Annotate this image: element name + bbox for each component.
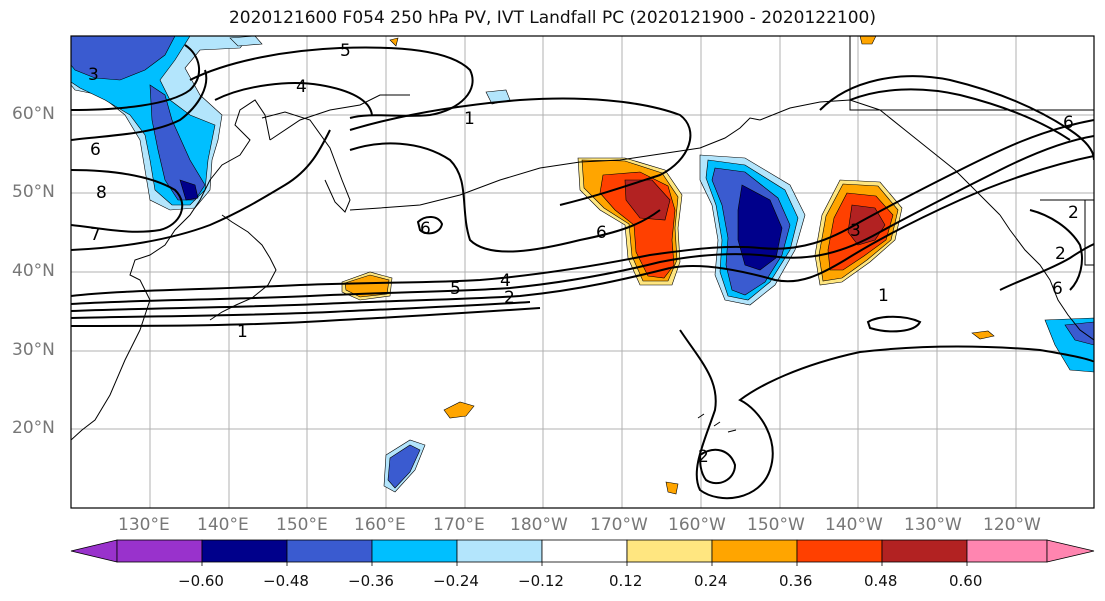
alaska-coastline	[759, 99, 1001, 216]
colorbar-bin	[711, 539, 798, 563]
small-pos-blob	[344, 274, 390, 298]
map-title: 2020121600 F054 250 hPa PV, IVT Landfall…	[228, 8, 876, 28]
lon-label: 160°E	[354, 515, 406, 535]
contour-north-loop	[349, 97, 692, 206]
contour-label: 4	[296, 77, 307, 97]
lon-label: 160°W	[668, 515, 726, 535]
colorbar-extend-low	[70, 539, 118, 563]
colorbar-tick-label: 0.36	[779, 572, 813, 590]
contour-label-group: 3 5 4 1 6 8 7 6 6 5 4 2 1 3 1 6 2 2 2 6	[88, 41, 1079, 467]
contour-label: 4	[500, 271, 511, 291]
contour-label: 2	[1068, 203, 1079, 223]
contour-jet-1	[71, 245, 761, 297]
contour-asia-1	[71, 44, 200, 111]
contour-label: 6	[90, 140, 101, 160]
contour-asia-2	[71, 69, 208, 141]
colorbar-bin	[286, 539, 373, 563]
hawaii	[697, 413, 737, 433]
lon-label: 130°E	[118, 515, 170, 535]
colorbar-bin	[456, 539, 543, 563]
lon-label: 170°W	[590, 515, 648, 535]
colorbar-bin	[796, 539, 883, 563]
kamchatka-coastline	[261, 111, 351, 213]
colorbar-bin	[371, 539, 458, 563]
colorbar-tick-label: −0.36	[348, 572, 394, 590]
contour-asia-3	[71, 169, 184, 233]
colorbar-extend-high	[1046, 539, 1095, 563]
contour-label: 5	[450, 279, 461, 299]
contour-label: 6	[596, 223, 607, 243]
colorbar-bin	[201, 539, 288, 563]
contour-label: 2	[1055, 244, 1066, 264]
colorbar-tick-label: −0.12	[518, 572, 564, 590]
contour-label: 2	[504, 288, 515, 308]
lon-label: 150°W	[747, 515, 805, 535]
colorbar-tick-label: −0.48	[263, 572, 309, 590]
contour-ridge	[819, 75, 1094, 161]
contour-jet-2	[71, 253, 771, 305]
lat-label: 30°N	[12, 340, 55, 360]
siberia-coast	[269, 94, 410, 141]
neg-anomaly-asia-core	[71, 36, 176, 81]
lon-label: 130°W	[904, 515, 962, 535]
contour-jet-3	[71, 267, 671, 312]
colorbar-tick-label: 0.24	[694, 572, 728, 590]
lat-label: 40°N	[12, 261, 55, 281]
contour-label: 8	[96, 183, 107, 203]
pv-contours	[71, 44, 1094, 500]
colorbar-bin	[881, 539, 968, 563]
contour-label: 1	[878, 286, 889, 306]
lat-label: 20°N	[12, 418, 55, 438]
contour-jet-4	[71, 301, 531, 319]
lon-label: 120°W	[983, 515, 1041, 535]
colorbar-tick-label: −0.24	[433, 572, 479, 590]
contour-label: 5	[340, 41, 351, 61]
contour-pv6-loop	[349, 142, 661, 253]
plot-frame	[70, 35, 1095, 509]
na-west-coastline	[999, 214, 1094, 341]
contour-jet-5	[71, 307, 541, 327]
gridlines	[71, 36, 1094, 508]
colorbar	[70, 539, 1095, 566]
lon-label: 140°E	[197, 515, 249, 535]
aleutian-chain	[349, 117, 761, 211]
contour-label: 3	[850, 221, 861, 241]
lon-label: 170°E	[433, 515, 485, 535]
colorbar-tick-label: 0.12	[609, 572, 643, 590]
contour-label: 6	[420, 219, 431, 239]
contour-label: 1	[237, 322, 248, 342]
contour-label: 3	[88, 65, 99, 85]
colorbar-tick-label: −0.60	[178, 572, 224, 590]
contour-label: 7	[90, 225, 101, 245]
contour-trough	[759, 119, 1094, 250]
colorbar-tick-label: 0.60	[949, 572, 983, 590]
colorbar-bin	[116, 539, 203, 563]
contour-cutoff	[679, 329, 1094, 500]
lat-label: 50°N	[12, 182, 55, 202]
contour-label: 6	[1052, 279, 1063, 299]
contour-asia-4	[71, 129, 331, 251]
contour-label: 1	[464, 109, 475, 129]
lat-label: 60°N	[12, 104, 55, 124]
small-neg-blob	[387, 444, 421, 489]
colorbar-bin	[966, 539, 1048, 563]
contour-label: 2	[698, 447, 709, 467]
colorbar-bin	[541, 539, 628, 563]
lon-label: 180°W	[510, 515, 568, 535]
contour-label: 6	[1063, 113, 1074, 133]
lon-label: 150°E	[276, 515, 328, 535]
lon-label: 140°W	[825, 515, 883, 535]
colorbar-tick-label: 0.48	[864, 572, 898, 590]
colorbar-bin	[626, 539, 713, 563]
